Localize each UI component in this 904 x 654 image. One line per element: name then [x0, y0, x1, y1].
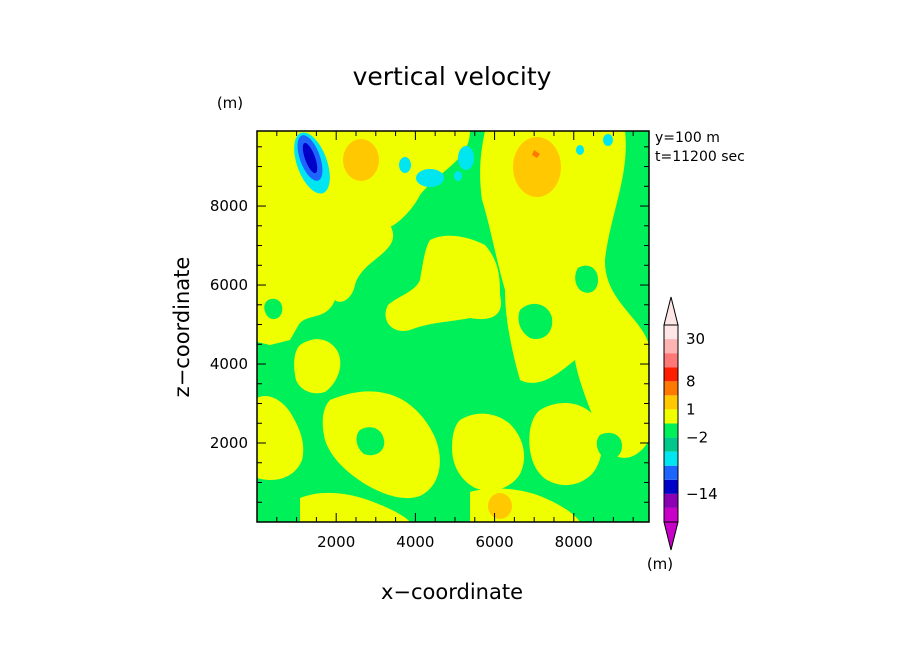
orange-updraft-left — [343, 139, 379, 181]
green-hole-2 — [575, 265, 598, 293]
colorbar-band — [664, 325, 678, 340]
plot-frame — [256, 130, 650, 523]
plot-area — [257, 131, 649, 522]
y-tick-label: 4000 — [210, 355, 248, 373]
yellow-lower-right — [529, 403, 603, 486]
x-axis-label: x−coordinate — [381, 580, 523, 604]
y-tick-label: 8000 — [210, 197, 248, 215]
x-tick-label: 8000 — [555, 533, 593, 551]
cyan-downdraft-mid-4 — [454, 171, 462, 181]
yellow-mid-blob — [385, 235, 502, 331]
green-hole-5 — [264, 298, 283, 320]
colorbar-band — [664, 395, 678, 410]
orange-updraft-right — [513, 137, 561, 197]
colorbar-label: −2 — [686, 429, 708, 447]
yellow-center-left-patch — [294, 339, 341, 394]
colorbar-frame — [663, 324, 679, 523]
colorbar — [663, 296, 679, 551]
axis-tick-labels: 2000 4000 6000 8000 2000 4000 6000 8000 — [210, 197, 593, 551]
x-tick-label: 6000 — [475, 533, 513, 551]
colorbar-label: 1 — [686, 400, 696, 418]
colorbar-band — [664, 367, 678, 382]
colorbar-band — [664, 437, 678, 452]
colorbar-band — [664, 451, 678, 466]
orange-updraft-bottom — [488, 493, 512, 519]
navy-downdraft-core — [302, 142, 318, 174]
cyan-downdraft-mid-2 — [399, 157, 411, 173]
yellow-left-plume — [257, 131, 394, 345]
colorbar-band — [664, 409, 678, 424]
colorbar-labels: 30 8 1 −2 −14 — [686, 330, 718, 503]
colorbar-band — [664, 353, 678, 368]
yellow-lower-center — [452, 413, 525, 491]
colorbar-band — [664, 381, 678, 396]
green-hole-4 — [596, 432, 622, 459]
yellow-lower-left — [257, 395, 304, 480]
yellow-bottom-strip — [300, 492, 410, 522]
field-holes — [264, 265, 622, 459]
colorbar-band — [664, 507, 678, 522]
x-tick-label: 4000 — [396, 533, 434, 551]
negative-regions — [294, 132, 613, 194]
colorbar-band — [664, 339, 678, 354]
cyan-downdraft-mid-1 — [416, 169, 444, 187]
info-line-1: y=100 m — [655, 130, 720, 146]
colorbar-min-arrow — [663, 521, 679, 551]
cyan-downdraft-right-2 — [576, 145, 584, 155]
colorbar-label: 8 — [686, 372, 696, 390]
x-tick-label: 2000 — [317, 533, 355, 551]
colorbar-max-arrow — [663, 296, 679, 326]
colorbar-label: 30 — [686, 330, 705, 348]
cyan-downdraft-mid-3 — [458, 146, 474, 170]
green-hole-3 — [356, 427, 385, 456]
colorbar-label: −14 — [686, 485, 718, 503]
colorbar-band — [664, 465, 678, 480]
axis-ticks — [257, 131, 649, 522]
strong-updraft-dot — [532, 150, 540, 158]
y-axis-label: z−coordinate — [170, 257, 194, 398]
cyan-downdraft-right — [603, 134, 613, 146]
colorbar-band — [664, 493, 678, 508]
y-unit-label: (m) — [217, 94, 243, 112]
chart-title: vertical velocity — [353, 62, 552, 91]
green-hole-1 — [518, 303, 553, 340]
positive-moderate-regions — [343, 137, 561, 519]
colorbar-band — [664, 423, 678, 438]
y-tick-label: 2000 — [210, 434, 248, 452]
yellow-right-plume — [480, 131, 649, 458]
colorbar-unit-label: (m) — [647, 555, 673, 573]
y-tick-label: 6000 — [210, 276, 248, 294]
colorbar-band — [664, 479, 678, 494]
positive-weak-regions — [257, 131, 649, 522]
info-line-2: t=11200 sec — [655, 149, 745, 165]
